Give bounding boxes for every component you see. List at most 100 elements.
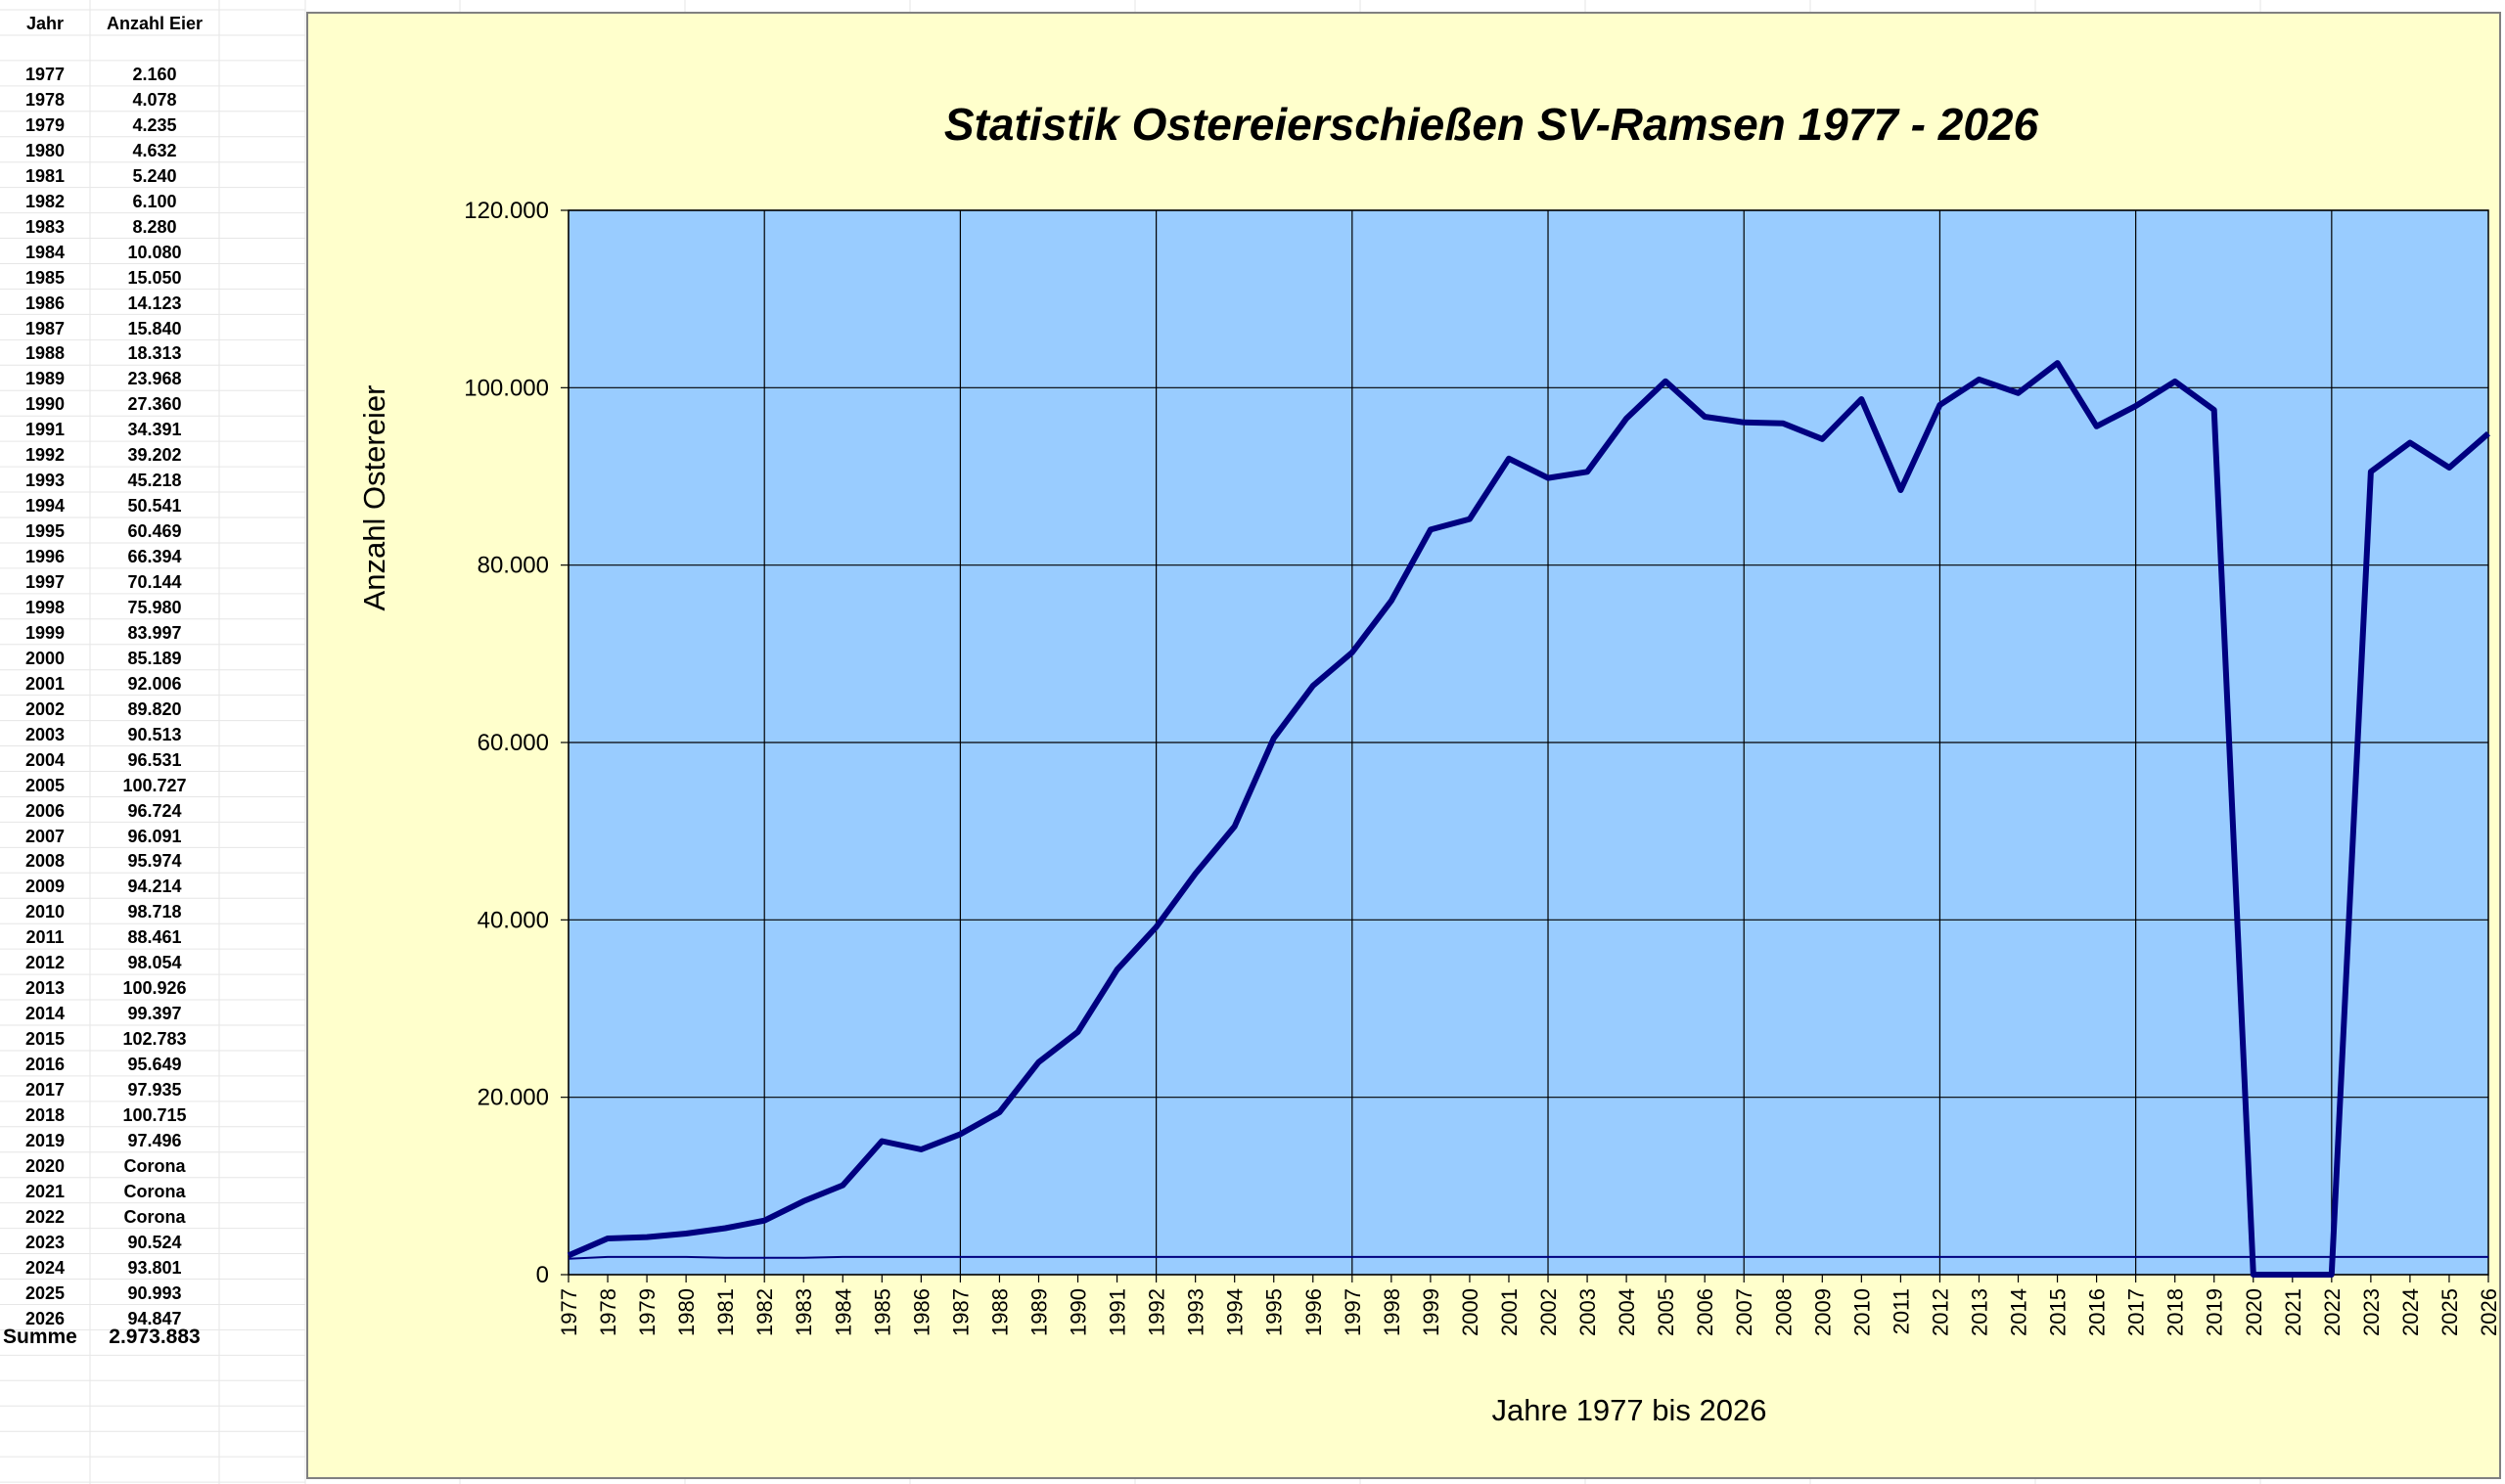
row-year: 2002 xyxy=(24,698,66,719)
table-row: 1983 8.280 xyxy=(0,213,303,239)
table-row: 2010 98.718 xyxy=(0,898,303,923)
row-value: 94.847 xyxy=(127,1308,182,1328)
x-tick-label: 1979 xyxy=(635,1288,660,1336)
row-year: 1988 xyxy=(24,343,66,364)
row-year: 1983 xyxy=(24,216,66,237)
row-year: 2019 xyxy=(24,1130,66,1150)
x-tick-label: 1988 xyxy=(987,1288,1012,1336)
table-row: 1986 14.123 xyxy=(0,290,303,315)
table-row: 1992 39.202 xyxy=(0,441,303,467)
x-tick-label: 2022 xyxy=(2320,1288,2345,1336)
table-header-row: Jahr Anzahl Eier xyxy=(0,10,303,35)
x-tick-label: 2013 xyxy=(1967,1288,1991,1336)
row-year: 1990 xyxy=(24,394,66,415)
row-value: 14.123 xyxy=(127,292,182,313)
table-row: 2002 89.820 xyxy=(0,696,303,721)
y-tick-label: 80.000 xyxy=(478,553,549,579)
x-tick-label: 2012 xyxy=(1928,1288,1952,1336)
x-tick-label: 2003 xyxy=(1575,1288,1600,1336)
row-value: 94.214 xyxy=(127,877,182,897)
row-year: 1991 xyxy=(24,420,66,440)
table-row: 2009 94.214 xyxy=(0,873,303,898)
row-year: 1979 xyxy=(24,114,66,135)
x-tick-label: 1993 xyxy=(1184,1288,1208,1336)
row-year: 1999 xyxy=(24,622,66,643)
row-value: 90.993 xyxy=(127,1282,182,1303)
chart-area: 0 20.000 40.000 60.000 80.000 100.000 120.000 1… xyxy=(306,12,2501,1479)
row-value: 95.974 xyxy=(127,851,182,872)
x-tick-label: 1989 xyxy=(1026,1288,1051,1336)
table-row: 1995 60.469 xyxy=(0,517,303,543)
table-row: 2007 96.091 xyxy=(0,823,303,848)
row-value: 4.235 xyxy=(132,114,177,135)
row-value: 100.926 xyxy=(122,978,187,999)
x-tick-label: 1981 xyxy=(713,1288,738,1336)
table-row: 1980 4.632 xyxy=(0,137,303,162)
table-row: 1984 10.080 xyxy=(0,239,303,264)
table-row: 1987 15.840 xyxy=(0,315,303,340)
table-row: 2012 98.054 xyxy=(0,949,303,974)
chart-title: Statistik Ostereierschießen SV-Ramsen 19… xyxy=(943,99,2039,150)
row-year: 2006 xyxy=(24,800,66,821)
row-year: 2014 xyxy=(24,1004,66,1024)
x-tick-label: 2010 xyxy=(1849,1288,1874,1336)
row-year: 2007 xyxy=(24,826,66,846)
x-tick-label: 2009 xyxy=(1810,1288,1835,1336)
row-year: 2013 xyxy=(24,978,66,999)
x-tick-label: 1997 xyxy=(1341,1288,1365,1336)
row-value: 85.189 xyxy=(127,648,182,668)
x-tick-label: 1996 xyxy=(1301,1288,1326,1336)
y-tick-label: 120.000 xyxy=(464,198,549,224)
y-tick-label: 20.000 xyxy=(478,1085,549,1111)
row-value: 34.391 xyxy=(127,420,182,440)
x-tick-label: 1978 xyxy=(596,1288,620,1336)
row-year: 1996 xyxy=(24,547,66,567)
row-year: 2020 xyxy=(24,1155,66,1176)
row-value: 98.718 xyxy=(127,902,182,922)
x-tick-label: 2018 xyxy=(2163,1288,2188,1336)
row-value: 15.050 xyxy=(127,267,182,288)
y-tick-label: 40.000 xyxy=(478,907,549,933)
header-value: Anzahl Eier xyxy=(106,14,204,33)
x-tick-label: 1977 xyxy=(557,1288,581,1336)
row-value: 102.783 xyxy=(122,1029,187,1050)
x-tick-label: 1986 xyxy=(909,1288,934,1336)
row-value: 93.801 xyxy=(127,1257,182,1278)
y-tick-label: 100.000 xyxy=(464,375,549,401)
table-row: 1999 83.997 xyxy=(0,619,303,645)
sum-label: Summe xyxy=(3,1326,77,1348)
row-value: 39.202 xyxy=(127,445,182,466)
row-year: 1985 xyxy=(24,267,66,288)
row-value: 66.394 xyxy=(127,547,182,567)
row-year: 2003 xyxy=(24,724,66,744)
x-tick-label: 2017 xyxy=(2124,1288,2149,1336)
x-tick-label: 2008 xyxy=(1771,1288,1796,1336)
table-row: 1978 4.078 xyxy=(0,86,303,112)
table-row: 2019 97.496 xyxy=(0,1127,303,1152)
table-row: 2023 90.524 xyxy=(0,1229,303,1254)
x-tick-label: 2011 xyxy=(1889,1288,1913,1334)
row-year: 1984 xyxy=(24,242,66,262)
x-tick-label: 1992 xyxy=(1145,1288,1169,1336)
x-tick-label: 2016 xyxy=(2085,1288,2110,1336)
x-tick-label: 2021 xyxy=(2281,1288,2305,1336)
row-value: Corona xyxy=(123,1181,186,1201)
table-row: 2003 90.513 xyxy=(0,721,303,746)
header-year: Jahr xyxy=(25,14,65,33)
row-value: 4.078 xyxy=(132,89,177,110)
row-value: Corona xyxy=(123,1206,186,1227)
row-year: 1995 xyxy=(24,521,66,542)
sum-row: Summe 2.973.883 xyxy=(0,1324,303,1349)
row-year: 1982 xyxy=(24,191,66,211)
x-tick-label: 1985 xyxy=(870,1288,894,1336)
row-year: 1993 xyxy=(24,471,66,491)
table-row: 2008 95.974 xyxy=(0,847,303,873)
row-value: 27.360 xyxy=(127,394,182,415)
x-tick-label: 2026 xyxy=(2477,1288,2499,1336)
x-tick-label: 1984 xyxy=(831,1288,855,1336)
table-row: 2020 Corona xyxy=(0,1152,303,1178)
table-row: 2006 96.724 xyxy=(0,797,303,823)
x-tick-label: 2005 xyxy=(1654,1288,1678,1336)
x-tick-label: 1983 xyxy=(792,1288,816,1336)
table-row: 1993 45.218 xyxy=(0,467,303,492)
